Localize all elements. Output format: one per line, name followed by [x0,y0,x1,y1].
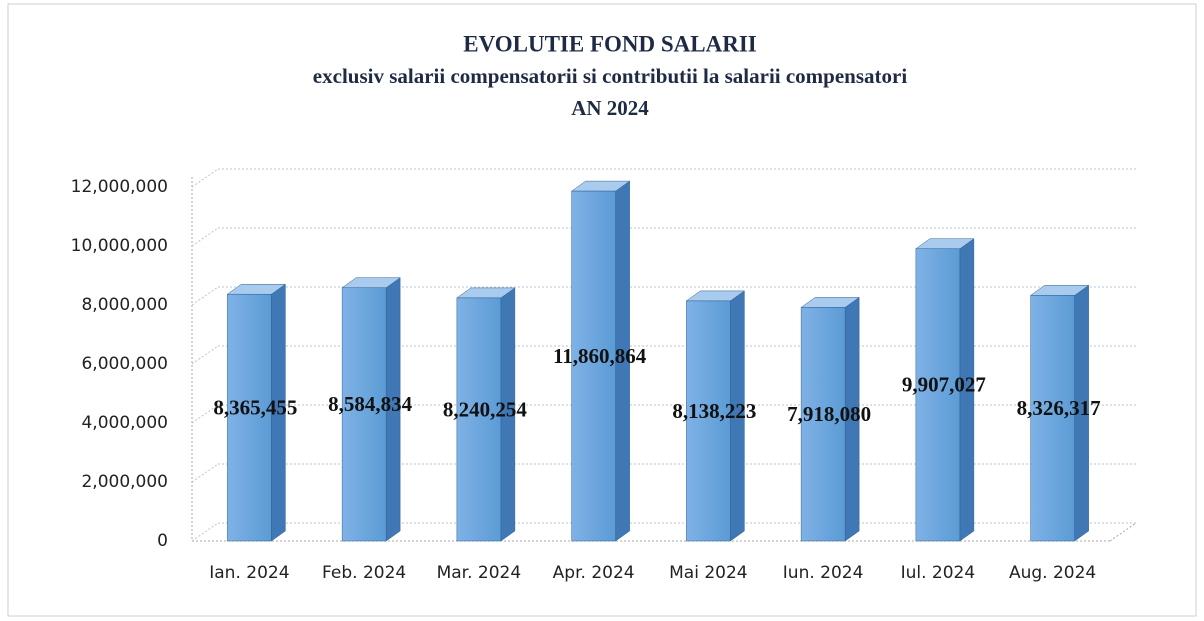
data-label: 8,326,317 [1017,396,1101,420]
bar [800,307,846,542]
x-tick-label: Feb. 2024 [322,563,406,583]
grid-line [191,168,219,188]
chart-subtitle: AN 2024 [571,96,649,120]
bar [227,293,272,542]
data-label: 9,907,027 [902,373,986,397]
data-label: 8,584,834 [328,392,413,416]
grid-line [191,522,219,542]
y-tick-label: 4,000,000 [81,413,168,433]
axis-line [1109,522,1137,542]
x-tick-label: Mar. 2024 [437,563,522,583]
x-tick-label: Iul. 2024 [901,563,976,583]
x-tick-label: Apr. 2024 [553,563,635,583]
bar [915,248,961,542]
data-label: 11,860,864 [553,344,647,368]
data-label: 8,138,223 [672,399,756,423]
bar [341,287,387,542]
bar [571,190,616,542]
grid-line [191,286,219,306]
x-tick-label: Mai 2024 [669,563,747,583]
y-tick-label: 2,000,000 [81,472,168,492]
chart-border [7,3,1197,617]
bar [686,300,731,542]
chart-subtitle: exclusiv salarii compensatorii si contri… [313,64,908,88]
data-label: 8,365,455 [213,395,297,419]
x-tick-label: Ian. 2024 [209,563,289,583]
x-tick-label: Aug. 2024 [1009,563,1096,583]
y-tick-label: 0 [157,531,168,551]
grid-line [191,404,219,424]
grid-line [191,345,219,365]
bar [456,297,502,542]
bar [1030,295,1075,542]
y-tick-label: 8,000,000 [81,295,168,315]
x-tick-label: Iun. 2024 [783,563,864,583]
data-label: 7,918,080 [787,402,871,426]
grid-line [191,227,219,247]
y-tick-label: 12,000,000 [71,177,168,197]
grid-line [191,463,219,483]
y-tick-label: 6,000,000 [81,354,168,374]
chart-title: EVOLUTIE FOND SALARII [463,31,757,56]
y-tick-label: 10,000,000 [71,236,168,256]
data-label: 8,240,254 [443,397,528,421]
